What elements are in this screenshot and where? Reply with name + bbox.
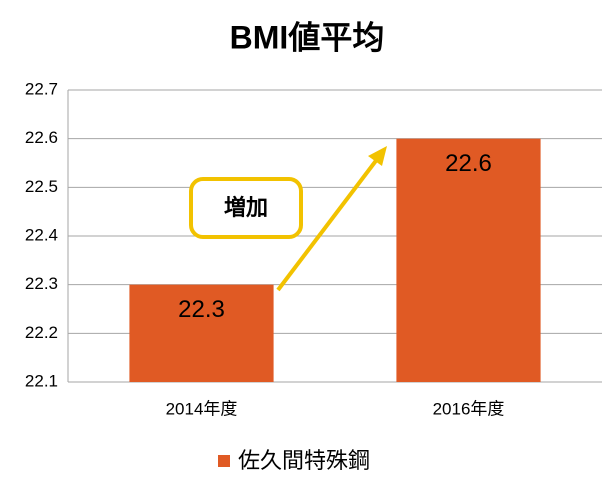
y-tick-label: 22.3 <box>25 274 58 293</box>
bar <box>129 284 274 382</box>
legend-swatch <box>218 455 230 467</box>
y-tick-label: 22.2 <box>25 323 58 342</box>
annotation-arrowhead <box>368 146 387 166</box>
annotation-arrow <box>276 156 380 292</box>
annotation-text: 増加 <box>224 195 268 220</box>
value-label: 22.3 <box>178 296 225 323</box>
y-tick-label: 22.7 <box>25 79 58 98</box>
legend-label: 佐久間特殊鋼 <box>238 448 370 473</box>
y-tick-label: 22.4 <box>25 225 58 244</box>
y-tick-label: 22.5 <box>25 177 58 196</box>
y-tick-label: 22.6 <box>25 128 58 147</box>
x-tick-label: 2016年度 <box>433 399 505 418</box>
chart-title: BMI値平均 <box>230 19 385 55</box>
bar <box>396 138 541 382</box>
y-tick-label: 22.1 <box>25 371 58 390</box>
x-tick-label: 2014年度 <box>166 399 238 418</box>
annotation-box <box>189 177 303 239</box>
value-label: 22.6 <box>445 150 492 177</box>
